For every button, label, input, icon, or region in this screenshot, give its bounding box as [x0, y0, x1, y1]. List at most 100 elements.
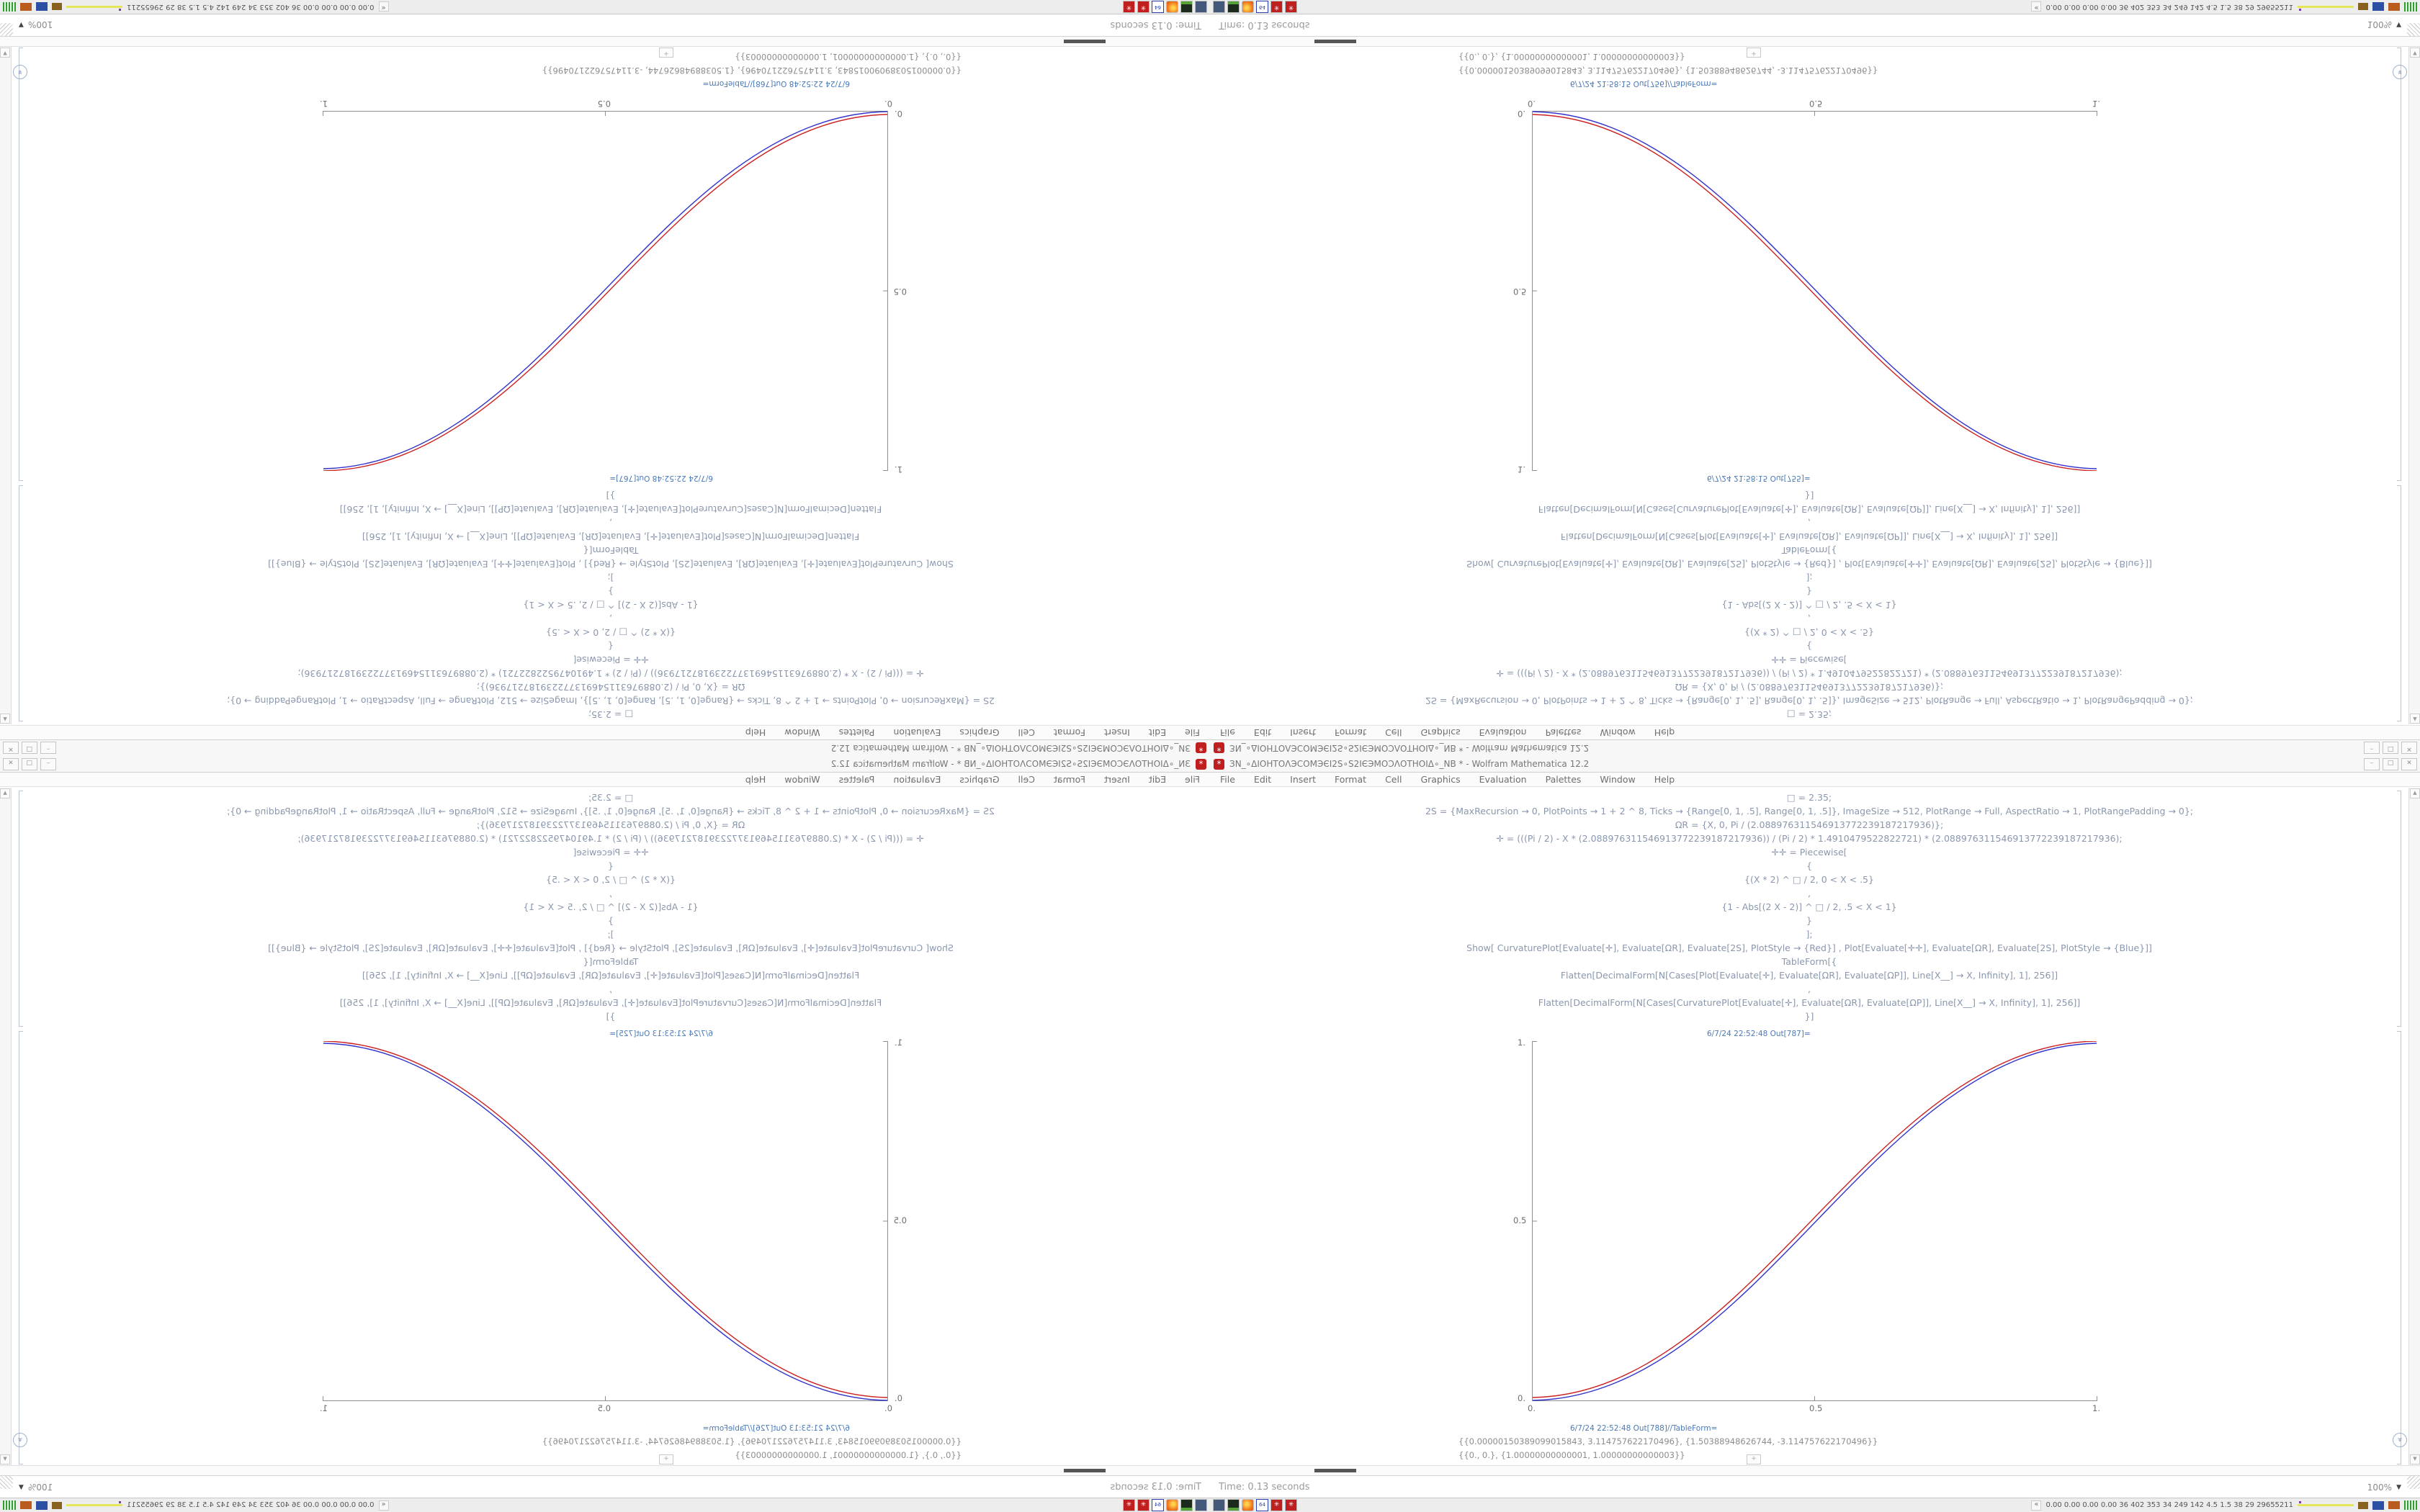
scroll-up-icon[interactable]: ▲	[2410, 788, 2420, 798]
minimize-button[interactable]: –	[2364, 742, 2380, 755]
menu-file[interactable]: File	[1220, 727, 1235, 738]
code-line[interactable]: {1 - Abs[(2 X - 2)] ^ □ / 2, .5 < X < 1}	[523, 600, 699, 611]
tray-collapse-icon[interactable]: «	[2031, 1500, 2042, 1511]
text-editor-64-icon[interactable]: 64	[1152, 1, 1164, 13]
code-line[interactable]: }]	[606, 490, 616, 501]
maximize-button[interactable]: □	[2383, 757, 2398, 770]
cell-bracket[interactable]	[19, 1031, 23, 1464]
cell-bracket[interactable]	[19, 485, 23, 721]
vertical-scrollbar[interactable]: ▲ ▼	[0, 788, 12, 1465]
magnification-control[interactable]: 100% ▼	[19, 20, 53, 30]
mathematica-icon[interactable]: ✳	[1123, 1499, 1135, 1511]
close-button[interactable]: ✕	[3, 757, 19, 770]
code-line[interactable]: ,	[1808, 984, 1811, 994]
notebook-area[interactable]: □ = 2.35; 2S = {MaxRecursion → 0, PlotPoi…	[0, 788, 1210, 1465]
menu-insert[interactable]: Insert	[1290, 727, 1316, 738]
code-line[interactable]: ,	[609, 613, 612, 624]
horizontal-scrollbar-thumb[interactable]	[1314, 1469, 1356, 1472]
menu-palettes[interactable]: Palettes	[1545, 727, 1582, 738]
code-line[interactable]: ,	[609, 984, 612, 994]
menu-edit[interactable]: Edit	[1148, 774, 1167, 785]
menu-evaluation[interactable]: Evaluation	[893, 774, 941, 785]
code-line[interactable]: {1 - Abs[(2 X - 2)] ^ □ / 2, .5 < X < 1}	[1721, 901, 1897, 912]
code-line[interactable]: {(X * 2) ^ □ / 2, 0 < X < .5}	[1744, 627, 1874, 638]
menu-graphics[interactable]: Graphics	[959, 774, 1000, 785]
code-line[interactable]: {(X * 2) ^ □ / 2, 0 < X < .5}	[1744, 874, 1874, 885]
code-line[interactable]: 2S = {MaxRecursion → 0, PlotPoints → 1 +…	[1425, 696, 2194, 706]
code-line[interactable]: }	[1806, 586, 1812, 597]
menu-help[interactable]: Help	[1654, 774, 1675, 785]
code-line[interactable]: Flatten[DecimalForm[N[Cases[Plot[Evaluat…	[362, 970, 860, 981]
code-line[interactable]: □ = 2.35;	[588, 792, 634, 803]
cell-bracket[interactable]	[2397, 485, 2401, 721]
code-line[interactable]: □ = 2.35;	[1786, 792, 1832, 803]
input-cells[interactable]: □ = 2.35; 2S = {MaxRecursion → 0, PlotPoi…	[1210, 489, 2408, 721]
menu-help[interactable]: Help	[745, 774, 766, 785]
resize-grip[interactable]	[2407, 1476, 2420, 1489]
code-line[interactable]: 2S = {MaxRecursion → 0, PlotPoints → 1 +…	[1425, 806, 2194, 816]
code-line[interactable]: TableForm[{	[1781, 545, 1837, 556]
tray-collapse-icon[interactable]: «	[378, 1, 389, 12]
screenshot-tool-icon[interactable]	[1195, 1499, 1207, 1511]
code-line[interactable]: ,	[609, 888, 612, 899]
scroll-to-end-icon[interactable]: »	[2393, 1433, 2407, 1447]
mathematica-icon[interactable]: ✳	[1270, 1, 1283, 13]
firefox-icon[interactable]	[1242, 1, 1254, 13]
menu-file[interactable]: File	[1185, 774, 1200, 785]
code-line[interactable]: ];	[607, 929, 614, 940]
menu-cell[interactable]: Cell	[1018, 774, 1035, 785]
minimize-button[interactable]: –	[2364, 757, 2380, 770]
code-line[interactable]: TableForm[{	[583, 545, 639, 556]
menu-edit[interactable]: Edit	[1253, 727, 1272, 738]
scroll-up-icon[interactable]: ▲	[2410, 714, 2420, 724]
code-line[interactable]: {1 - Abs[(2 X - 2)] ^ □ / 2, .5 < X < 1}	[523, 901, 699, 912]
horizontal-scrollbar[interactable]	[1210, 36, 2420, 47]
close-button[interactable]: ✕	[2401, 742, 2417, 755]
mathematica-icon[interactable]: ✳	[1137, 1499, 1150, 1511]
code-line[interactable]: ,	[1808, 613, 1811, 624]
menu-graphics[interactable]: Graphics	[1420, 774, 1461, 785]
horizontal-scrollbar-thumb[interactable]	[1314, 40, 1356, 43]
file-manager-icon[interactable]	[1227, 1499, 1240, 1511]
code-line[interactable]: □ = 2.35;	[588, 709, 634, 720]
code-line[interactable]: ΩR = {X, 0, Pi / (2.08897631154691377223…	[1675, 682, 1944, 693]
menu-window[interactable]: Window	[784, 774, 820, 785]
insert-cell-plus-icon[interactable]: +	[659, 1454, 673, 1464]
close-button[interactable]: ✕	[2401, 757, 2417, 770]
code-line[interactable]: {	[608, 860, 614, 871]
menu-evaluation[interactable]: Evaluation	[1479, 727, 1527, 738]
window-titlebar[interactable]: * ЗN_∘ΔIOHTOΛЭCOMЭЄI2S∘S2IЄЭMOƆΛOTHOIΔ∘_…	[0, 739, 1210, 756]
scroll-up-icon[interactable]: ▲	[0, 714, 10, 724]
mathematica-icon[interactable]: ✳	[1270, 1499, 1283, 1511]
code-line[interactable]: ,	[1808, 518, 1811, 528]
vertical-scrollbar[interactable]: ▲ ▼	[2408, 47, 2420, 724]
input-cells[interactable]: □ = 2.35; 2S = {MaxRecursion → 0, PlotPoi…	[12, 791, 1210, 1023]
code-line[interactable]: ✛ = (((Pi / 2) - X * (2.0889763115469137…	[297, 833, 924, 844]
code-line[interactable]: ✛✛ = Piecewise[	[1771, 847, 1847, 858]
menu-insert[interactable]: Insert	[1104, 727, 1130, 738]
resize-grip[interactable]	[0, 23, 13, 36]
menu-cell[interactable]: Cell	[1385, 774, 1402, 785]
code-line[interactable]: ,	[1808, 888, 1811, 899]
notebook-area[interactable]: □ = 2.35; 2S = {MaxRecursion → 0, PlotPoi…	[1210, 47, 2420, 724]
code-line[interactable]: ✛ = (((Pi / 2) - X * (2.0889763115469137…	[297, 668, 924, 679]
menu-palettes[interactable]: Palettes	[838, 774, 875, 785]
maximize-button[interactable]: □	[2383, 742, 2398, 755]
scroll-down-icon[interactable]: ▼	[2410, 48, 2420, 58]
code-line[interactable]: Flatten[DecimalForm[N[Cases[Plot[Evaluat…	[1560, 531, 2058, 542]
code-line[interactable]: ✛ = (((Pi / 2) - X * (2.0889763115469137…	[1496, 668, 2123, 679]
scroll-up-icon[interactable]: ▲	[0, 788, 10, 798]
cell-bracket[interactable]	[2397, 791, 2401, 1027]
magnification-control[interactable]: 100% ▼	[19, 1482, 53, 1493]
code-line[interactable]: ✛✛ = Piecewise[	[573, 654, 649, 665]
code-line[interactable]: {1 - Abs[(2 X - 2)] ^ □ / 2, .5 < X < 1}	[1721, 600, 1897, 611]
code-line[interactable]: }]	[1804, 490, 1814, 501]
code-line[interactable]: }]	[606, 1011, 616, 1022]
firefox-icon[interactable]	[1242, 1499, 1254, 1511]
mathematica-icon[interactable]: ✳	[1123, 1, 1135, 13]
horizontal-scrollbar-thumb[interactable]	[1064, 40, 1106, 43]
code-line[interactable]: Flatten[DecimalForm[N[Cases[CurvaturePlo…	[339, 504, 882, 515]
menu-insert[interactable]: Insert	[1104, 774, 1130, 785]
insert-cell-plus-icon[interactable]: +	[1747, 48, 1761, 58]
code-line[interactable]: TableForm[{	[1781, 956, 1837, 967]
